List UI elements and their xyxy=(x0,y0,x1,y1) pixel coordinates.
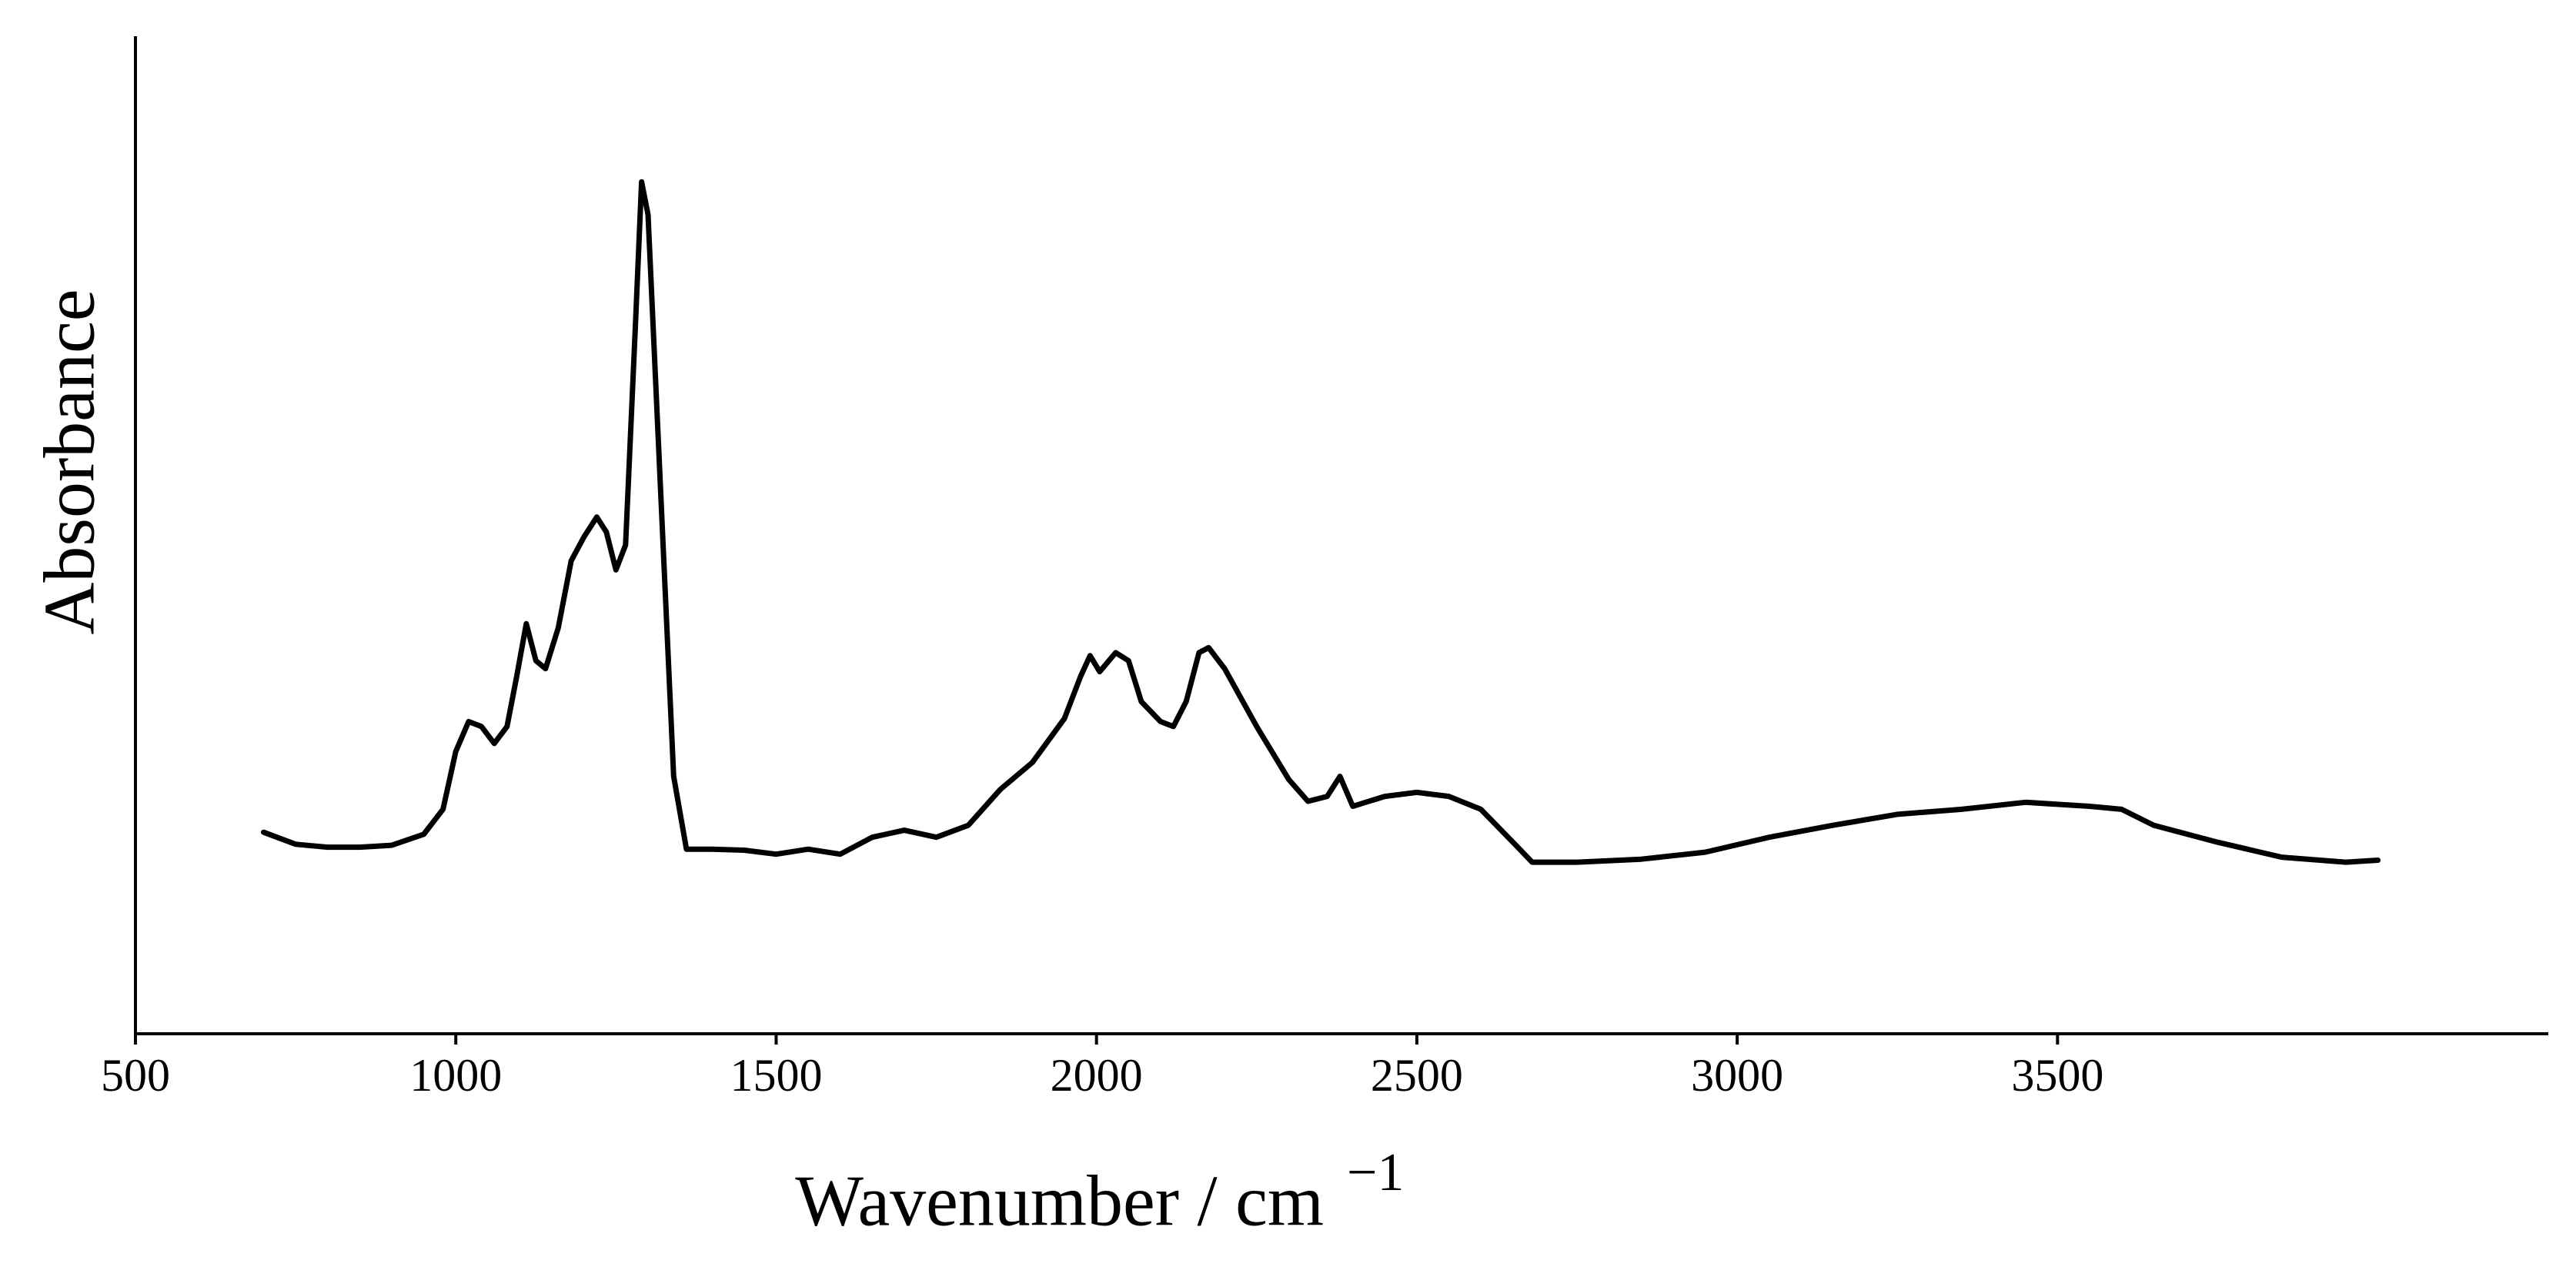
x-tick-label: 1000 xyxy=(409,1050,502,1101)
x-axis-label-superscript: −1 xyxy=(1347,1143,1404,1202)
x-tick-label: 500 xyxy=(101,1050,170,1101)
x-tick-label: 2500 xyxy=(1371,1050,1463,1101)
x-tick-label: 3500 xyxy=(2011,1050,2103,1101)
x-tick-label: 1500 xyxy=(730,1050,822,1101)
spectrum-line xyxy=(261,179,2381,865)
y-axis-label: Absorbance xyxy=(30,289,110,635)
x-tick-label: 2000 xyxy=(1051,1050,1143,1101)
x-axis-label: Wavenumber / cm xyxy=(795,1162,1324,1242)
x-tick-label: 3000 xyxy=(1691,1050,1783,1101)
